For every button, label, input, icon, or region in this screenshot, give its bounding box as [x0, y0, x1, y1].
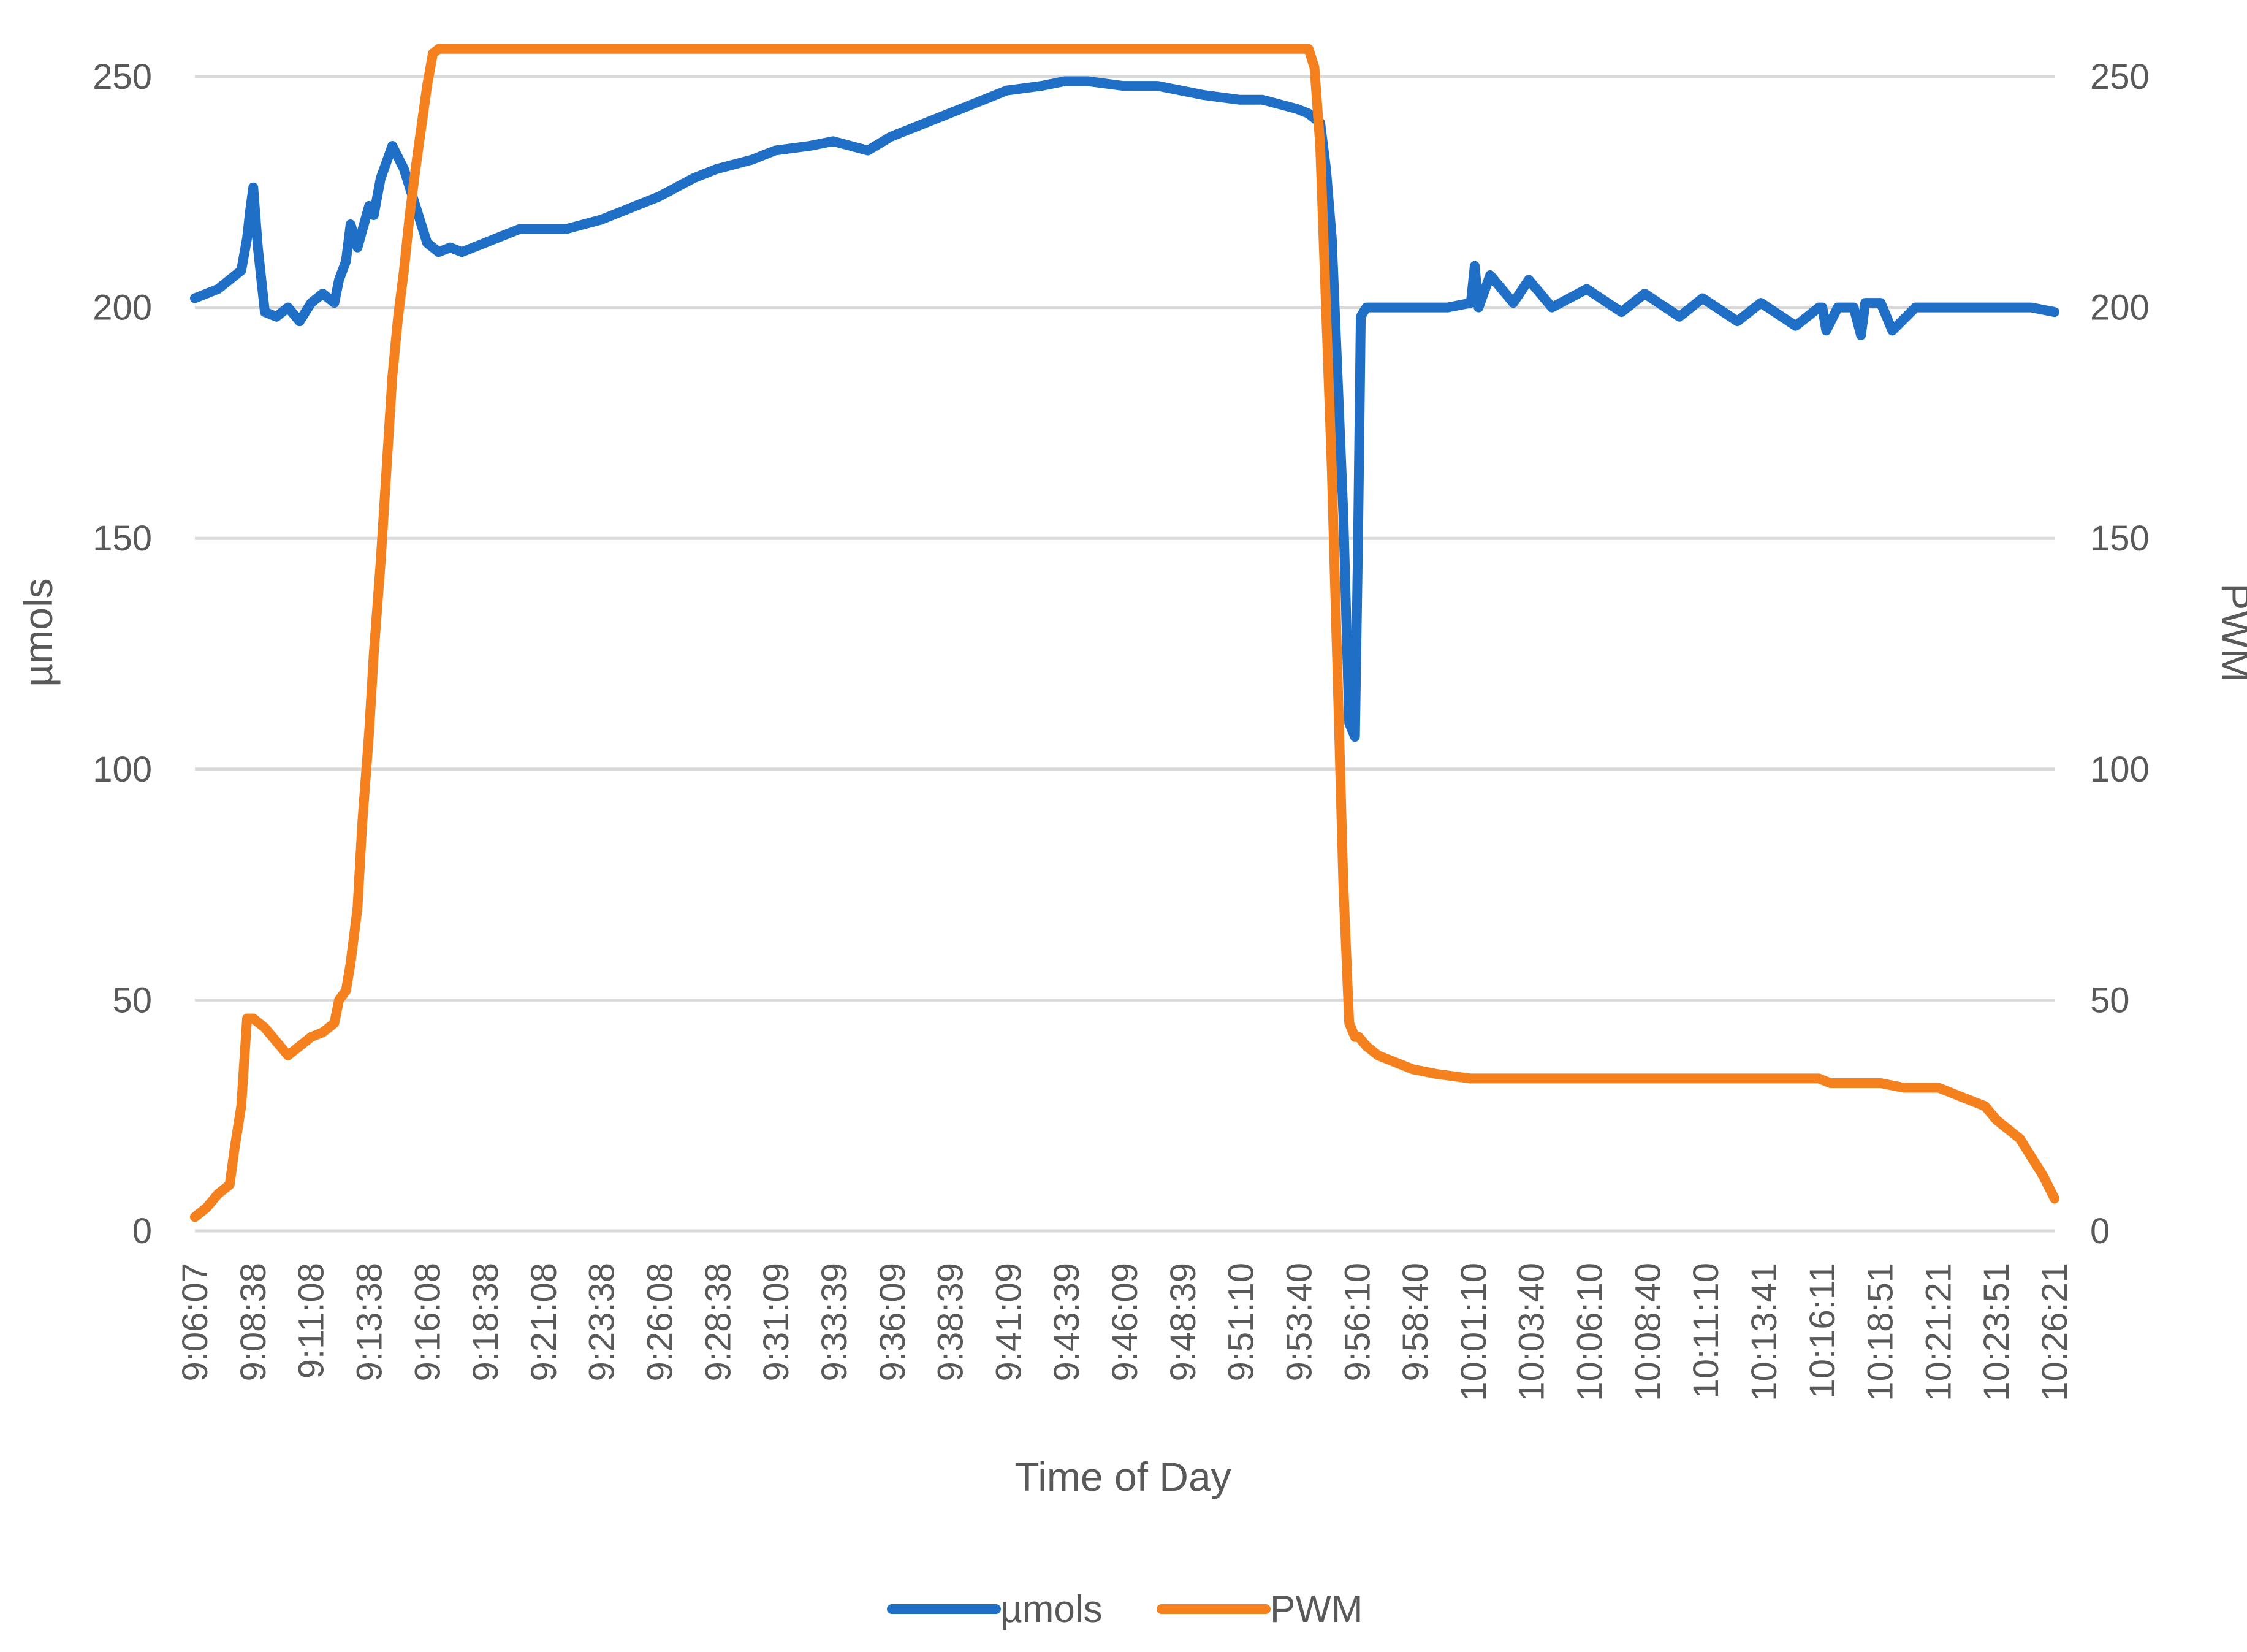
x-tick-label: 9:21:08	[524, 1263, 564, 1382]
x-tick-label: 10:16:11	[1803, 1263, 1842, 1398]
x-tick-label: 9:41:09	[989, 1263, 1028, 1382]
x-axis-title: Time of Day	[1014, 1454, 1231, 1499]
y-left-tick-label: 100	[93, 750, 152, 790]
y-right-tick-label: 150	[2090, 519, 2150, 558]
y-right-tick-label: 50	[2090, 980, 2130, 1020]
x-tick-label: 9:28:38	[698, 1263, 738, 1382]
x-tick-label: 10:21:21	[1918, 1263, 1958, 1401]
legend-label-pwm: PWM	[1270, 1588, 1363, 1631]
x-tick-label: 9:18:38	[466, 1263, 506, 1382]
y-right-tick-label: 200	[2090, 288, 2150, 328]
series-line-pwm	[190, 44, 2059, 1222]
x-axis-ticks: 9:06:07 9:08:38 9:11:08 9:13:38 9:16:08 9:18:…	[175, 1263, 2075, 1401]
x-tick-label: 10:06:10	[1570, 1263, 1610, 1401]
y-left-tick-label: 200	[93, 288, 152, 328]
y-right-tick-label: 250	[2090, 57, 2150, 97]
y-left-tick-label: 0	[132, 1211, 152, 1251]
x-tick-label: 9:53:40	[1279, 1263, 1319, 1382]
y-left-tick-label: 150	[93, 519, 152, 558]
gridlines	[195, 75, 2055, 1233]
x-tick-label: 10:01:10	[1454, 1263, 1494, 1401]
x-tick-label: 9:56:10	[1337, 1263, 1377, 1382]
x-tick-label: 10:08:40	[1628, 1263, 1668, 1401]
y-left-tick-label: 250	[93, 57, 152, 97]
y-right-tick-label: 100	[2090, 750, 2150, 790]
y-axis-right-ticks: 0 50 100 150 200 250	[2090, 57, 2150, 1251]
x-tick-label: 9:58:40	[1396, 1263, 1435, 1382]
y-right-tick-label: 0	[2090, 1211, 2110, 1251]
x-tick-label: 9:36:09	[873, 1263, 913, 1382]
x-tick-label: 10:03:40	[1512, 1263, 1552, 1401]
series-layer	[190, 44, 2059, 1222]
series-line-umols	[190, 76, 2059, 742]
x-tick-label: 10:26:21	[2035, 1263, 2075, 1401]
x-tick-label: 9:31:09	[756, 1263, 796, 1382]
x-tick-label: 10:13:41	[1744, 1263, 1784, 1401]
x-tick-label: 9:16:08	[408, 1263, 447, 1382]
x-tick-label: 9:06:07	[175, 1263, 215, 1382]
legend: µmols PWM	[887, 1588, 1363, 1631]
x-tick-label: 9:38:39	[931, 1263, 971, 1382]
y-left-tick-label: 50	[112, 980, 152, 1020]
y-axis-left-ticks: 0 50 100 150 200 250	[93, 57, 152, 1251]
x-tick-label: 10:23:51	[1977, 1263, 2017, 1401]
x-tick-label: 9:08:38	[234, 1263, 273, 1382]
y-axis-right-title: PWM	[2213, 583, 2247, 682]
x-tick-label: 9:48:39	[1163, 1263, 1203, 1382]
x-tick-label: 9:46:09	[1105, 1263, 1145, 1382]
x-tick-label: 9:13:38	[349, 1263, 389, 1382]
x-tick-label: 9:11:08	[292, 1263, 332, 1379]
x-tick-label: 9:33:39	[815, 1263, 854, 1382]
x-tick-label: 9:51:10	[1222, 1263, 1261, 1382]
y-axis-left-title: µmols	[15, 578, 61, 687]
x-tick-label: 10:11:10	[1686, 1263, 1726, 1398]
x-tick-label: 9:26:08	[641, 1263, 680, 1382]
x-tick-label: 9:23:38	[582, 1263, 622, 1382]
legend-label-umols: µmols	[1000, 1588, 1103, 1631]
x-tick-label: 10:18:51	[1861, 1263, 1901, 1401]
x-tick-label: 9:43:39	[1047, 1263, 1087, 1382]
